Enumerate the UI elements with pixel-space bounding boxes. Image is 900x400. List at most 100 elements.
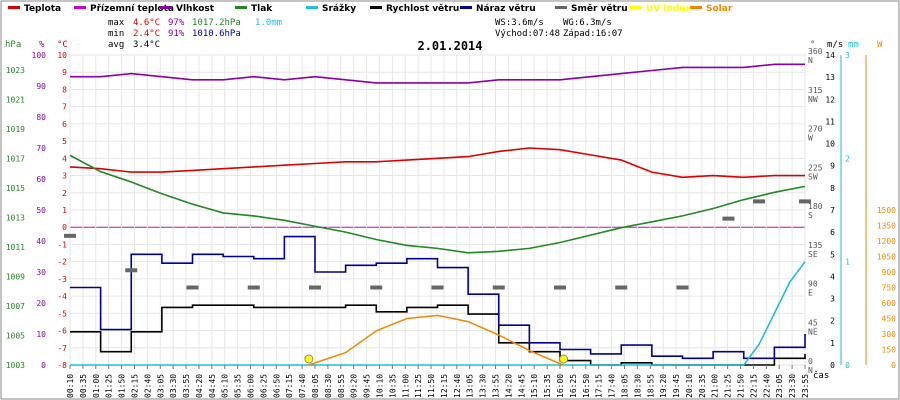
x-tick-label: 11:50	[427, 374, 436, 398]
humidity-tick-label: 0	[41, 361, 46, 370]
humidity-tick-label: 30	[36, 268, 46, 277]
series-teplota	[69, 147, 805, 179]
legend-swatch	[460, 6, 472, 9]
wind-gust-stat: WG:6.3m/s	[563, 18, 612, 28]
solar-tick-label: 1500	[877, 206, 896, 215]
humidity-tick-label: 20	[36, 299, 46, 308]
wind-sun-block: WS:3.6m/s WG:6.3m/s Východ:07:48 Západ:1…	[495, 18, 623, 39]
x-tick-label: 06:25	[259, 374, 268, 398]
direction-tick-name: S	[808, 211, 813, 220]
legend-label: Tlak	[251, 4, 273, 14]
wind-direction-point	[554, 285, 566, 290]
wind-direction-point	[64, 233, 76, 238]
unit-degrees: °	[810, 40, 815, 50]
legend-swatch	[8, 6, 20, 9]
x-tick-label: 08:30	[324, 374, 333, 398]
wind-direction-point	[247, 285, 260, 290]
wind-direction-point	[431, 285, 444, 290]
legend-swatch	[370, 6, 382, 9]
x-tick-label: 22:15	[749, 374, 758, 398]
legend-swatch	[555, 6, 567, 9]
x-tick-label: 10:10	[375, 374, 384, 398]
legend-label: Vlhkost	[176, 4, 215, 14]
unit-time: čas	[813, 370, 829, 381]
direction-tick-name: E	[808, 289, 813, 298]
x-tick-label: 14:20	[504, 374, 513, 398]
direction-tick-name: SE	[808, 250, 818, 259]
wind-tick-label: 12	[825, 95, 835, 104]
wind-direction-point	[799, 199, 811, 204]
pressure-tick-label: 1023	[6, 66, 25, 75]
x-tick-label: 23:55	[801, 374, 810, 398]
rain-tick-label: 0	[845, 361, 850, 370]
sunrise-stat: Východ:07:48	[495, 29, 560, 39]
stats-avg-temp: 3.4°C	[133, 40, 160, 50]
temperature-tick-label: -3	[57, 275, 67, 284]
wind-tick-label: 10	[825, 140, 835, 149]
rain-tick-label: 1	[845, 258, 850, 267]
humidity-tick-label: 40	[36, 237, 46, 246]
temperature-tick-label: 1	[62, 206, 67, 215]
legend-swatch	[160, 6, 172, 9]
x-tick-label: 03:55	[182, 374, 191, 398]
series-tlak	[69, 154, 806, 254]
x-tick-label: 01:50	[118, 374, 127, 398]
solar-tick-label: 600	[882, 299, 897, 308]
humidity-tick-label: 80	[36, 113, 46, 122]
stats-max-press: 1017.2hPa	[192, 18, 241, 28]
solar-tick-label: 900	[882, 268, 897, 277]
legend-swatch	[235, 6, 247, 9]
temperature-tick-label: -7	[57, 344, 67, 353]
rain-tick-label: 3	[845, 51, 850, 60]
series-vlhkost	[70, 63, 805, 84]
wind-direction-point	[615, 285, 628, 290]
wind-tick-label: 11	[825, 117, 835, 126]
temperature-tick-label: -5	[57, 309, 67, 318]
direction-tick-value: 45	[808, 318, 818, 327]
unit-celsius: °C	[57, 40, 68, 50]
temperature-tick-label: -1	[57, 240, 67, 249]
x-tick-label: 11:25	[414, 374, 423, 398]
x-tick-label: 03:05	[156, 374, 165, 398]
legend-label: Náraz větru	[476, 3, 536, 14]
x-tick-label: 05:10	[221, 374, 230, 398]
wind-direction-point	[186, 285, 199, 290]
sunset-marker	[559, 354, 569, 364]
pressure-tick-label: 1015	[6, 184, 25, 193]
unit-percent: %	[39, 40, 45, 50]
temperature-tick-label: 10	[57, 51, 67, 60]
x-tick-label: 07:40	[298, 374, 307, 398]
x-tick-label: 21:00	[711, 374, 720, 398]
wind-tick-label: 1	[830, 339, 835, 348]
x-tick-label: 14:45	[517, 374, 526, 398]
x-tick-label: 23:30	[788, 374, 797, 398]
x-tick-label: 01:25	[105, 374, 114, 398]
x-tick-label: 09:20	[350, 374, 359, 398]
legend-label: UV index	[646, 4, 691, 14]
stats-min-label: min	[108, 29, 124, 39]
wind-direction-point	[676, 285, 689, 290]
temperature-tick-label: 0	[62, 223, 67, 232]
direction-tick-value: 225	[808, 163, 823, 172]
x-tick-label: 18:30	[633, 374, 642, 398]
stats-max-temp: 4.6°C	[133, 18, 160, 28]
stats-max-label: max	[108, 18, 125, 28]
pressure-tick-label: 1019	[6, 125, 25, 134]
legend-swatch	[630, 6, 642, 9]
wind-tick-label: 5	[830, 250, 835, 259]
wind-direction-point	[753, 199, 766, 204]
solar-tick-label: 450	[882, 315, 897, 324]
x-tick-label: 06:50	[272, 374, 281, 398]
wind-speed-stat: WS:3.6m/s	[495, 18, 544, 28]
series-layer	[64, 63, 811, 366]
solar-tick-label: 300	[882, 330, 897, 339]
unit-mm: mm	[848, 40, 859, 50]
x-tick-label: 17:40	[608, 374, 617, 398]
legend-label: Přízemní teplota	[90, 4, 174, 14]
x-tick-label: 13:30	[479, 374, 488, 398]
x-tick-label: 04:45	[208, 374, 217, 398]
series-sr-ky	[70, 261, 806, 366]
unit-headers: hPa % °C ° m/s mm W čas	[5, 40, 883, 381]
direction-tick-value: 180	[808, 202, 823, 211]
